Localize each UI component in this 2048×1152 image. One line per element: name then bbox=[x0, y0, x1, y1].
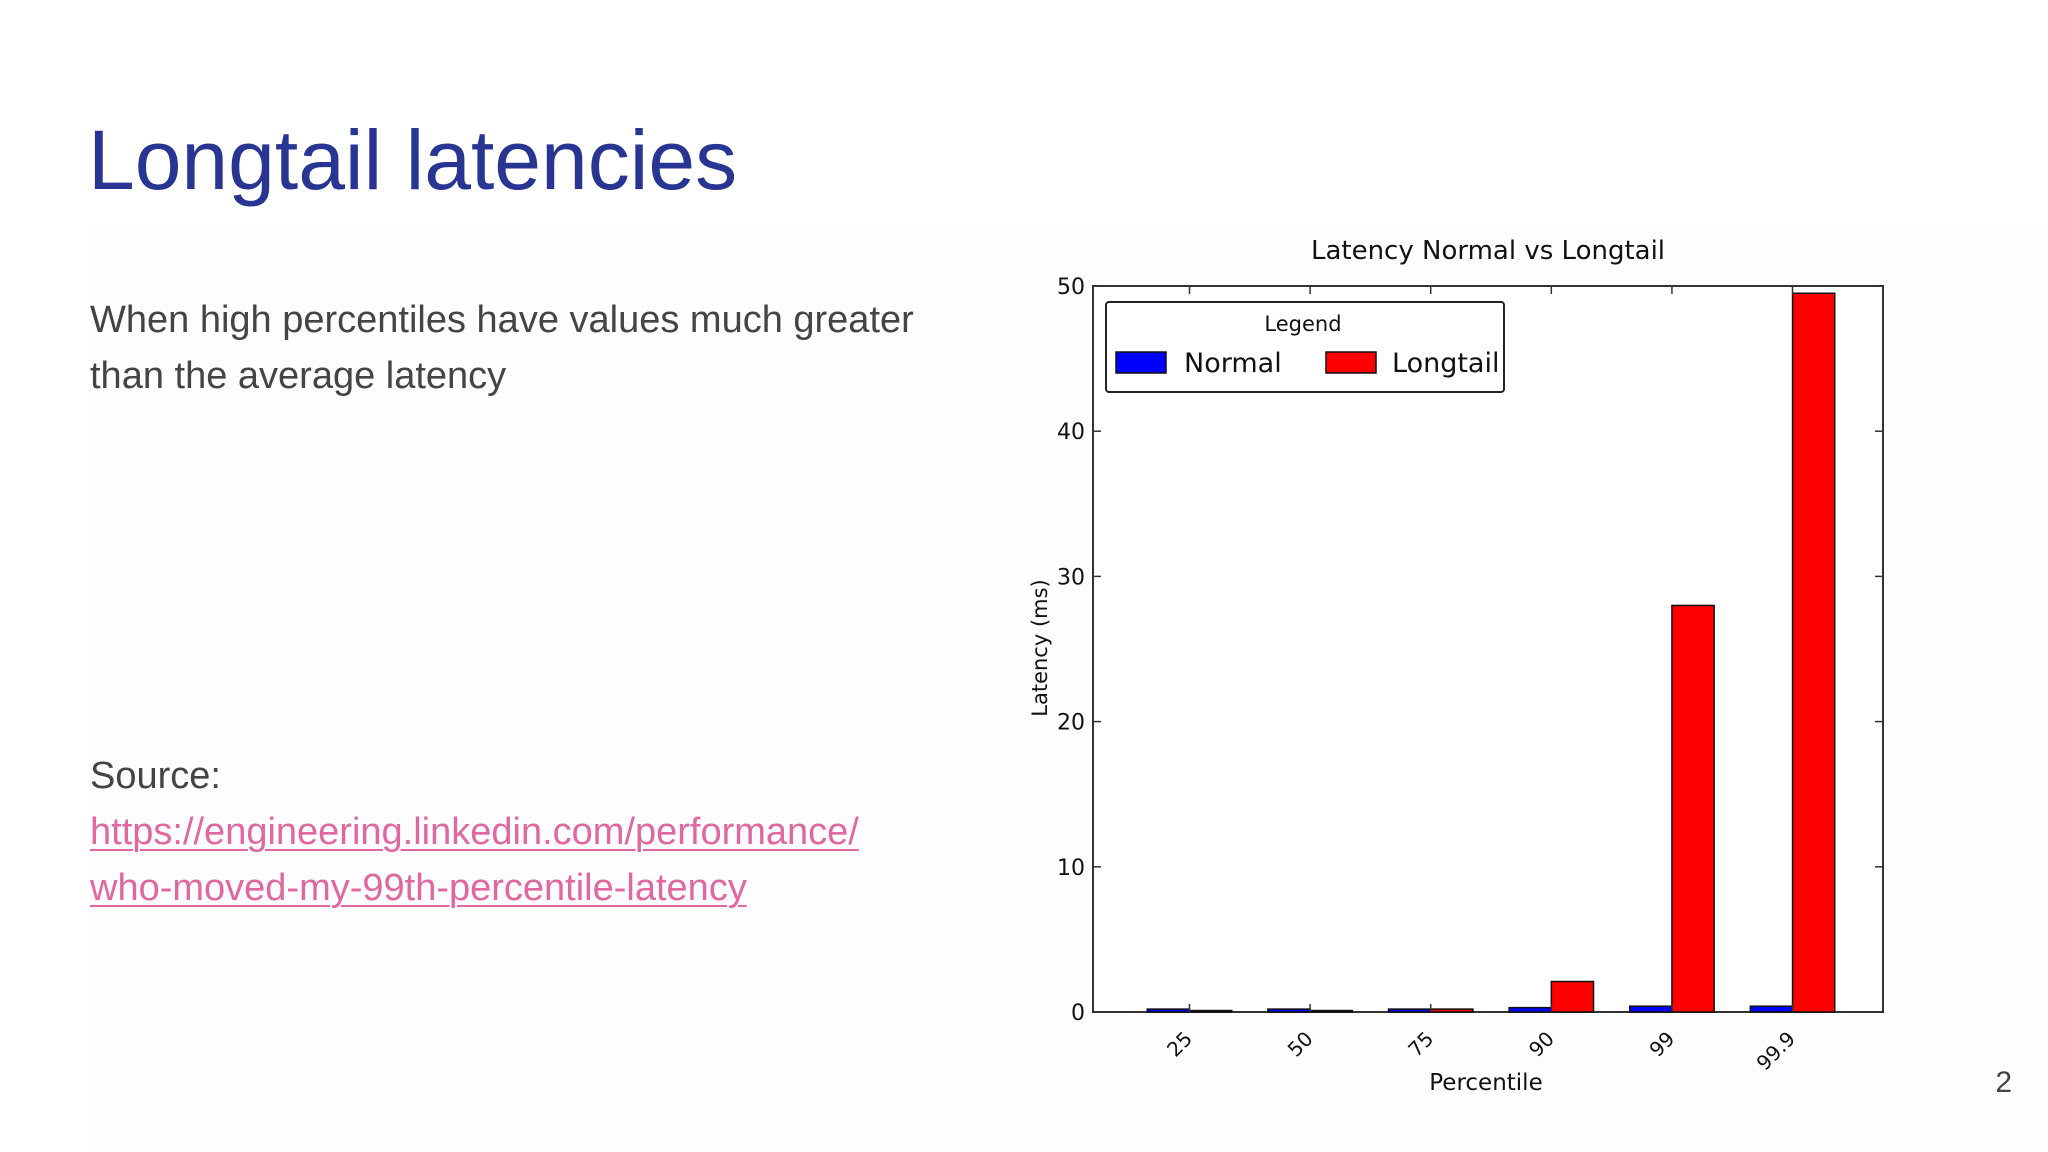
legend-longtail-label: Longtail bbox=[1392, 348, 1499, 379]
bar-normal-25 bbox=[1146, 1008, 1191, 1013]
bar-normal-90 bbox=[1508, 1006, 1553, 1013]
plot-area: 0 10 20 30 40 50 25 50 75 90 99 99.9 bbox=[1057, 275, 1884, 1075]
bar-normal-75 bbox=[1387, 1008, 1432, 1013]
y-tick-label: 0 bbox=[1071, 1001, 1085, 1026]
x-tick-label: 99 bbox=[1644, 1027, 1679, 1062]
chart-legend: Legend Normal Longtail bbox=[1105, 301, 1505, 393]
source-link[interactable]: https://engineering.linkedin.com/perform… bbox=[90, 804, 970, 916]
bar-longtail-75 bbox=[1429, 1008, 1474, 1013]
bar-normal-50 bbox=[1267, 1008, 1311, 1013]
source-url-line-2: who-moved-my-99th-percentile-latency bbox=[90, 867, 747, 909]
bar-longtail-50 bbox=[1309, 1009, 1354, 1013]
legend-title: Legend bbox=[1264, 312, 1341, 336]
y-tick-label: 20 bbox=[1057, 711, 1085, 736]
legend-longtail-swatch bbox=[1325, 351, 1377, 374]
x-tick-label: 25 bbox=[1162, 1027, 1197, 1062]
latency-bar-chart: Latency Normal vs Longtail 0 10 20 30 40 50 25… bbox=[1028, 236, 1884, 1096]
plot-frame bbox=[1092, 285, 1884, 1013]
bar-longtail-90 bbox=[1550, 980, 1595, 1013]
y-tick-label: 30 bbox=[1057, 565, 1085, 590]
chart-title: Latency Normal vs Longtail bbox=[1311, 236, 1665, 266]
slide-body-text: When high percentiles have values much g… bbox=[90, 292, 970, 404]
x-tick-label: 75 bbox=[1403, 1027, 1438, 1062]
bar-longtail-99.9 bbox=[1791, 292, 1836, 1013]
y-axis-label: Latency (ms) bbox=[1028, 579, 1052, 716]
bar-longtail-25 bbox=[1188, 1009, 1233, 1013]
slide-title: Longtail latencies bbox=[88, 113, 738, 207]
y-tick-label: 10 bbox=[1057, 856, 1085, 881]
legend-box bbox=[1105, 301, 1505, 393]
body-line-1: When high percentiles have values much g… bbox=[90, 299, 914, 341]
x-tick-label: 50 bbox=[1283, 1027, 1318, 1062]
legend-normal-swatch bbox=[1115, 351, 1167, 374]
source-label: Source: bbox=[90, 755, 221, 797]
source-url-line-1: https://engineering.linkedin.com/perform… bbox=[90, 811, 859, 853]
bar-normal-99.9 bbox=[1749, 1005, 1794, 1013]
body-line-2: than the average latency bbox=[90, 355, 507, 397]
x-tick-label: 90 bbox=[1524, 1027, 1559, 1062]
legend-normal-label: Normal bbox=[1184, 348, 1282, 379]
page-number: 2 bbox=[1995, 1066, 2012, 1099]
y-tick-label: 40 bbox=[1057, 420, 1085, 445]
x-axis-label: Percentile bbox=[1429, 1070, 1542, 1096]
bar-longtail-99 bbox=[1671, 604, 1715, 1013]
y-tick-label: 50 bbox=[1057, 275, 1085, 300]
source-block: Source: https://engineering.linkedin.com… bbox=[90, 748, 970, 916]
bar-normal-99 bbox=[1628, 1005, 1673, 1013]
x-tick-label: 99.9 bbox=[1752, 1027, 1800, 1075]
